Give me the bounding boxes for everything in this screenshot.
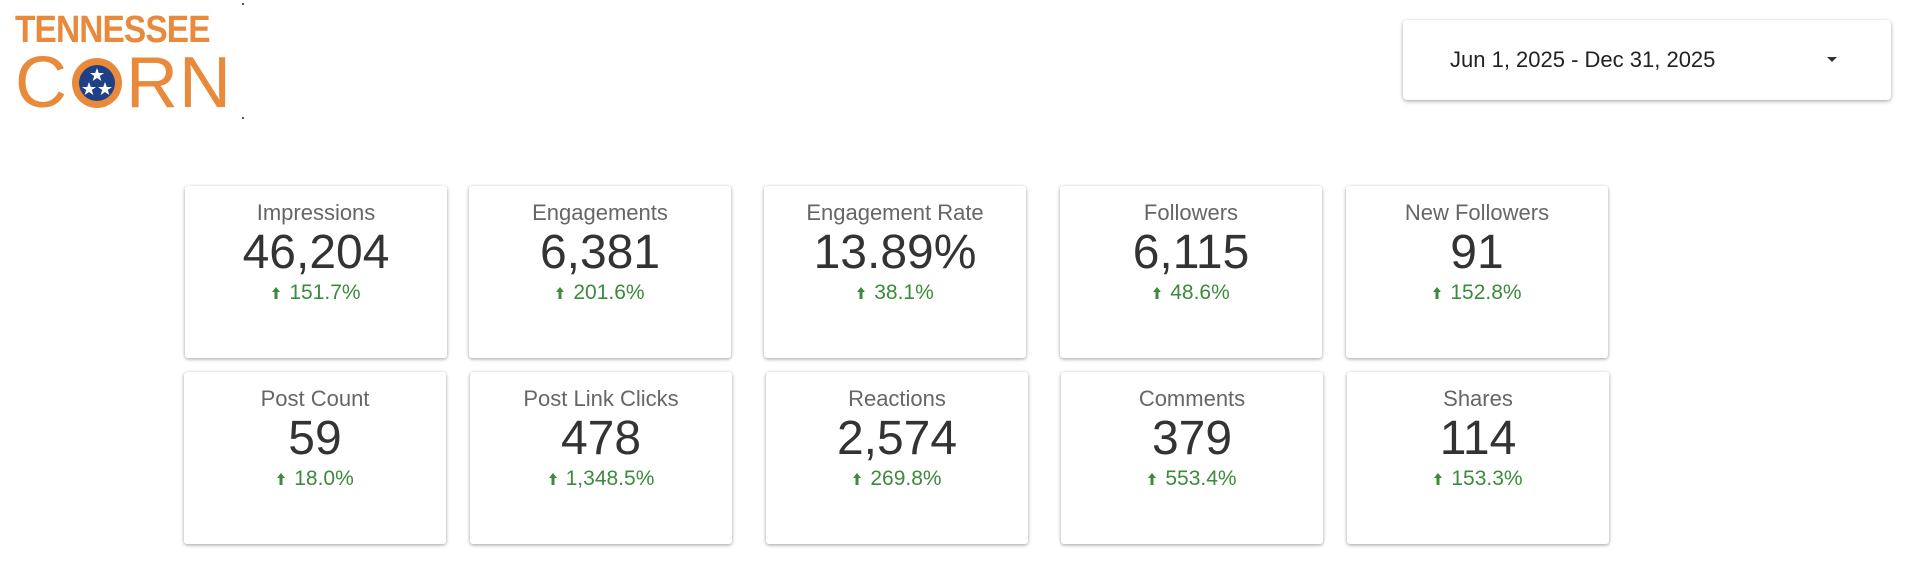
date-range-picker[interactable]: Jun 1, 2025 - Dec 31, 2025 [1403, 20, 1891, 100]
metric-value: 2,574 [836, 412, 958, 465]
metric-label: Reactions [848, 386, 946, 411]
metric-value: 13.89% [813, 226, 977, 279]
metric-value: 114 [1439, 412, 1517, 465]
metric-label: Post Count [260, 386, 370, 411]
metric-value: 478 [560, 412, 642, 465]
metric-delta: 1,348.5% [470, 466, 732, 492]
metric-label: Followers [1143, 200, 1239, 225]
metric-delta: 151.7% [185, 280, 447, 306]
arrow-up-icon [548, 473, 557, 485]
metric-value: 91 [1450, 226, 1504, 279]
metric-delta-value: 18.0% [294, 467, 354, 490]
arrow-up-icon [1433, 287, 1442, 299]
metric-label: New Followers [1404, 200, 1550, 225]
metric-card-followers: Followers 6,115 48.6% [1060, 186, 1322, 358]
metric-delta-value: 1,348.5% [565, 467, 655, 490]
metric-card-impressions: Impressions 46,204 151.7% [185, 186, 447, 358]
metric-label: Shares [1443, 386, 1513, 411]
metric-label: Impressions [256, 200, 376, 225]
metric-delta: 48.6% [1060, 280, 1322, 306]
metric-delta: 18.0% [184, 466, 446, 492]
metric-value: 6,381 [539, 226, 661, 279]
metric-delta: 152.8% [1346, 280, 1608, 306]
metric-value: 379 [1151, 412, 1233, 465]
metric-value: 59 [288, 412, 342, 465]
metric-delta-value: 201.6% [573, 281, 645, 304]
arrow-up-icon [853, 473, 862, 485]
metric-delta-value: 151.7% [289, 281, 361, 304]
tennessee-corn-logo: TENNESSEE C RN [15, 10, 245, 120]
date-range-label: Jun 1, 2025 - Dec 31, 2025 [1450, 47, 1716, 72]
metric-label: Engagement Rate [806, 200, 984, 225]
metric-card-new-followers: New Followers 91 152.8% [1346, 186, 1608, 358]
metric-card-post-link-clicks: Post Link Clicks 478 1,348.5% [470, 372, 732, 544]
caret-down-icon[interactable] [1827, 57, 1837, 62]
tri-star-seal-icon [72, 58, 122, 108]
metric-card-reactions: Reactions 2,574 269.8% [766, 372, 1028, 544]
metric-delta: 153.3% [1347, 466, 1609, 492]
metric-label: Post Link Clicks [523, 386, 679, 411]
metric-delta: 38.1% [764, 280, 1026, 306]
logo-top-text: TENNESSEE [15, 9, 211, 51]
arrow-up-icon [1153, 287, 1162, 299]
logo-letters-rn: RN [126, 43, 232, 123]
metric-card-post-count: Post Count 59 18.0% [184, 372, 446, 544]
metric-label: Comments [1138, 386, 1246, 411]
metric-value: 6,115 [1132, 226, 1250, 279]
metric-value: 46,204 [242, 226, 390, 279]
logo-bottom-text: C RN [15, 43, 232, 123]
logo-letter-c: C [15, 43, 68, 123]
arrow-up-icon [1434, 473, 1443, 485]
metric-delta: 269.8% [766, 466, 1028, 492]
arrow-up-icon [556, 287, 565, 299]
logo-corner-mark [242, 117, 244, 119]
metric-card-engagements: Engagements 6,381 201.6% [469, 186, 731, 358]
arrow-up-icon [277, 473, 286, 485]
metric-card-comments: Comments 379 553.4% [1061, 372, 1323, 544]
metric-delta-value: 38.1% [874, 281, 934, 304]
metric-delta-value: 153.3% [1451, 467, 1523, 490]
metric-card-engagement-rate: Engagement Rate 13.89% 38.1% [764, 186, 1026, 358]
metric-delta: 201.6% [469, 280, 731, 306]
metric-delta-value: 553.4% [1165, 467, 1237, 490]
metric-label: Engagements [532, 200, 668, 225]
metric-delta-value: 269.8% [870, 467, 942, 490]
metric-card-shares: Shares 114 153.3% [1347, 372, 1609, 544]
metric-delta-value: 152.8% [1450, 281, 1522, 304]
metric-delta-value: 48.6% [1170, 281, 1230, 304]
metric-delta: 553.4% [1061, 466, 1323, 492]
arrow-up-icon [272, 287, 281, 299]
arrow-up-icon [1148, 473, 1157, 485]
arrow-up-icon [857, 287, 866, 299]
logo-corner-mark [242, 3, 244, 5]
